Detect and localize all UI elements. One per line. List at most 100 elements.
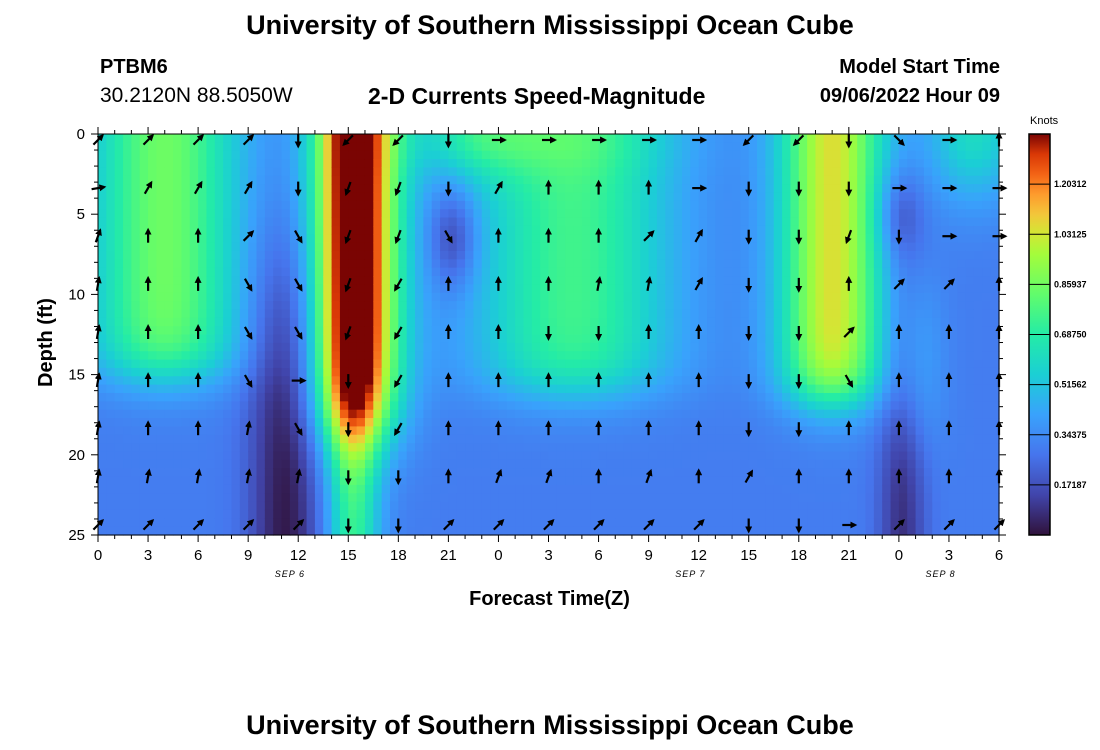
heatmap-cell [298, 468, 308, 478]
heatmap-cell [181, 518, 191, 528]
heatmap-cell [523, 342, 533, 352]
heatmap-cell [540, 317, 550, 327]
heatmap-cell [148, 434, 157, 444]
heatmap-cell [415, 259, 424, 269]
heatmap-cell [381, 359, 391, 369]
heatmap-cell [156, 493, 166, 503]
heatmap-cell [540, 384, 550, 394]
heatmap-cell [431, 242, 441, 252]
heatmap-cell [523, 184, 533, 194]
heatmap-cell [915, 267, 925, 277]
heatmap-cell [148, 276, 157, 285]
heatmap-cell [907, 209, 917, 219]
heatmap-cell [798, 367, 808, 377]
heatmap-cell [373, 334, 383, 344]
heatmap-cell [106, 234, 116, 244]
heatmap-cell [323, 451, 333, 461]
heatmap-cell [598, 434, 608, 444]
heatmap-cell [765, 250, 775, 260]
heatmap-cell [540, 359, 550, 369]
heatmap-cell [173, 392, 183, 402]
heatmap-cell [823, 150, 833, 160]
heatmap-cell [389, 292, 399, 302]
heatmap-cell [748, 468, 758, 478]
heatmap-cell [481, 301, 491, 311]
heatmap-cell [631, 292, 641, 302]
heatmap-cell [648, 259, 658, 269]
heatmap-cell [248, 167, 258, 177]
heatmap-cell [106, 217, 116, 227]
heatmap-cell [782, 418, 792, 427]
heatmap-cell [314, 459, 324, 469]
heatmap-cell [515, 359, 525, 369]
heatmap-cell [506, 142, 516, 152]
heatmap-cell [656, 234, 666, 244]
heatmap-cell [498, 209, 508, 219]
heatmap-cell [740, 409, 750, 419]
heatmap-cell [423, 276, 433, 285]
heatmap-cell [506, 217, 516, 227]
heatmap-cell [715, 175, 725, 185]
heatmap-cell [631, 418, 641, 427]
heatmap-cell [940, 259, 950, 269]
heatmap-cell [848, 317, 858, 327]
heatmap-cell [573, 359, 583, 369]
heatmap-cell [598, 225, 608, 235]
heatmap-cell [214, 217, 224, 227]
heatmap-cell [214, 175, 224, 185]
heatmap-cell [356, 401, 366, 411]
heatmap-cell [665, 142, 675, 152]
heatmap-cell [932, 317, 942, 327]
heatmap-cell [431, 175, 441, 185]
heatmap-cell [832, 234, 842, 244]
heatmap-cell [698, 334, 708, 344]
heatmap-cell [239, 276, 249, 285]
heatmap-cell [690, 142, 700, 152]
heatmap-cell [223, 184, 233, 194]
heatmap-cell [164, 175, 174, 185]
heatmap-cell [473, 468, 483, 478]
heatmap-cell [206, 443, 216, 453]
heatmap-cell [807, 142, 817, 152]
heatmap-cell [531, 167, 541, 177]
heatmap-cell [665, 234, 675, 244]
heatmap-cell [523, 434, 533, 444]
heatmap-cell [214, 276, 224, 285]
heatmap-cell [506, 367, 516, 377]
heatmap-cell [389, 317, 399, 327]
heatmap-cell [131, 309, 141, 319]
heatmap-cell [398, 459, 408, 469]
heatmap-cell [932, 451, 942, 461]
heatmap-cell [281, 518, 291, 528]
heatmap-cell [723, 242, 733, 252]
heatmap-cell [148, 267, 157, 277]
heatmap-cell [790, 142, 800, 152]
heatmap-cell [882, 468, 892, 478]
heatmap-cell [590, 434, 600, 444]
heatmap-cell [865, 200, 875, 210]
heatmap-cell [748, 401, 758, 411]
heatmap-cell [139, 376, 149, 386]
heatmap-cell [840, 250, 850, 260]
heatmap-cell [723, 509, 733, 519]
heatmap-cell [598, 242, 608, 252]
heatmap-cell [923, 493, 933, 503]
heatmap-cell [823, 493, 833, 503]
heatmap-cell [448, 184, 458, 194]
heatmap-cell [98, 392, 107, 402]
heatmap-cell [415, 476, 424, 486]
heatmap-cell [782, 292, 792, 302]
heatmap-cell [798, 159, 808, 169]
heatmap-cell [465, 284, 475, 294]
heatmap-cell [740, 175, 750, 185]
heatmap-cell [707, 150, 716, 160]
heatmap-cell [198, 200, 208, 210]
heatmap-cell [707, 301, 716, 311]
heatmap-cell [656, 259, 666, 269]
heatmap-cell [606, 242, 616, 252]
heatmap-cell [289, 359, 299, 369]
heatmap-cell [540, 468, 550, 478]
heatmap-cell [690, 434, 700, 444]
heatmap-cell [890, 434, 900, 444]
heatmap-cell [757, 175, 766, 185]
